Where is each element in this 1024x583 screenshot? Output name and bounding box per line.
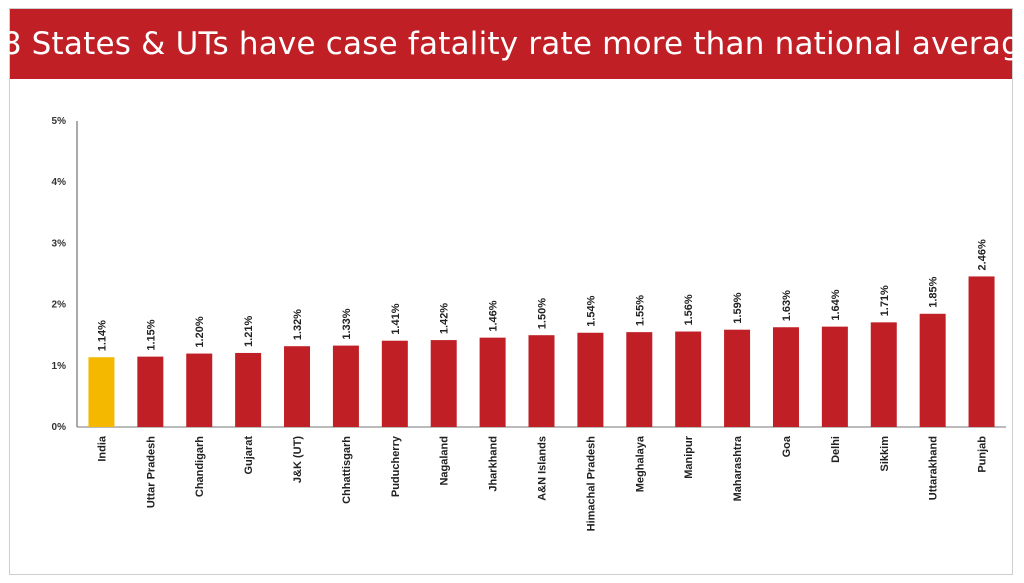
category-label: Uttarakhand xyxy=(928,436,940,500)
value-label: 1.14% xyxy=(96,320,108,351)
y-tick-label: 2% xyxy=(52,300,67,311)
value-label: 1.41% xyxy=(390,303,402,334)
bar-14 xyxy=(772,327,799,427)
slide-frame: 18 States & UTs have case fatality rate … xyxy=(0,8,1024,575)
bar-0 xyxy=(88,357,115,427)
category-label: Punjab xyxy=(977,436,989,473)
category-label: A&N Islands xyxy=(537,436,549,501)
value-label: 1.56% xyxy=(683,294,695,325)
bar-15 xyxy=(821,326,848,427)
value-label: 1.63% xyxy=(781,290,793,321)
category-label: Jharkhand xyxy=(488,436,500,492)
bar-2 xyxy=(186,353,213,427)
value-label: 1.46% xyxy=(488,300,500,331)
bar-9 xyxy=(528,335,555,427)
bar-11 xyxy=(626,332,653,427)
bar-1 xyxy=(137,356,164,427)
y-tick-label: 0% xyxy=(52,422,67,433)
bar-18 xyxy=(968,276,995,427)
category-label: J&K (UT) xyxy=(292,436,304,483)
bar-10 xyxy=(577,332,604,427)
value-label: 1.71% xyxy=(879,285,891,316)
category-label: Manipur xyxy=(683,435,695,478)
category-label: Meghalaya xyxy=(634,435,646,492)
value-label: 1.21% xyxy=(243,316,255,347)
value-label: 1.54% xyxy=(585,295,597,326)
bar-17 xyxy=(919,313,946,427)
category-label: Maharashtra xyxy=(732,435,744,501)
y-tick-label: 5% xyxy=(52,116,67,127)
value-label: 2.46% xyxy=(977,239,989,270)
value-label: 1.32% xyxy=(292,309,304,340)
bar-12 xyxy=(675,331,702,427)
category-label: Delhi xyxy=(830,436,842,463)
bar-6 xyxy=(381,340,408,427)
category-label: Goa xyxy=(781,435,793,457)
title-bar: 18 States & UTs have case fatality rate … xyxy=(0,9,1024,79)
bar-7 xyxy=(430,340,457,427)
category-label: Uttar Pradesh xyxy=(145,436,157,508)
bar-13 xyxy=(724,329,751,427)
value-label: 1.85% xyxy=(928,276,940,307)
value-label: 1.15% xyxy=(145,319,157,350)
category-label: Nagaland xyxy=(439,436,451,486)
bar-3 xyxy=(235,352,262,427)
bar-8 xyxy=(479,337,506,427)
category-label: Puducherry xyxy=(390,435,402,497)
y-tick-label: 3% xyxy=(52,238,67,249)
category-label: India xyxy=(96,435,108,462)
category-label: Gujarat xyxy=(243,436,255,475)
value-label: 1.42% xyxy=(439,303,451,334)
y-tick-label: 4% xyxy=(52,177,67,188)
bar-5 xyxy=(332,345,359,427)
value-label: 1.59% xyxy=(732,292,744,323)
category-label: Chhattisgarh xyxy=(341,436,353,504)
value-label: 1.55% xyxy=(634,295,646,326)
bar-4 xyxy=(284,346,311,427)
category-label: Himachal Pradesh xyxy=(585,436,597,532)
value-label: 1.64% xyxy=(830,289,842,320)
chart-title: 18 States & UTs have case fatality rate … xyxy=(0,26,1024,62)
value-label: 1.33% xyxy=(341,308,353,339)
y-tick-label: 1% xyxy=(52,361,67,372)
value-label: 1.20% xyxy=(194,316,206,347)
category-label: Sikkim xyxy=(879,436,891,472)
category-label: Chandigarh xyxy=(194,436,206,497)
bar-16 xyxy=(870,322,897,427)
value-label: 1.50% xyxy=(537,298,549,329)
